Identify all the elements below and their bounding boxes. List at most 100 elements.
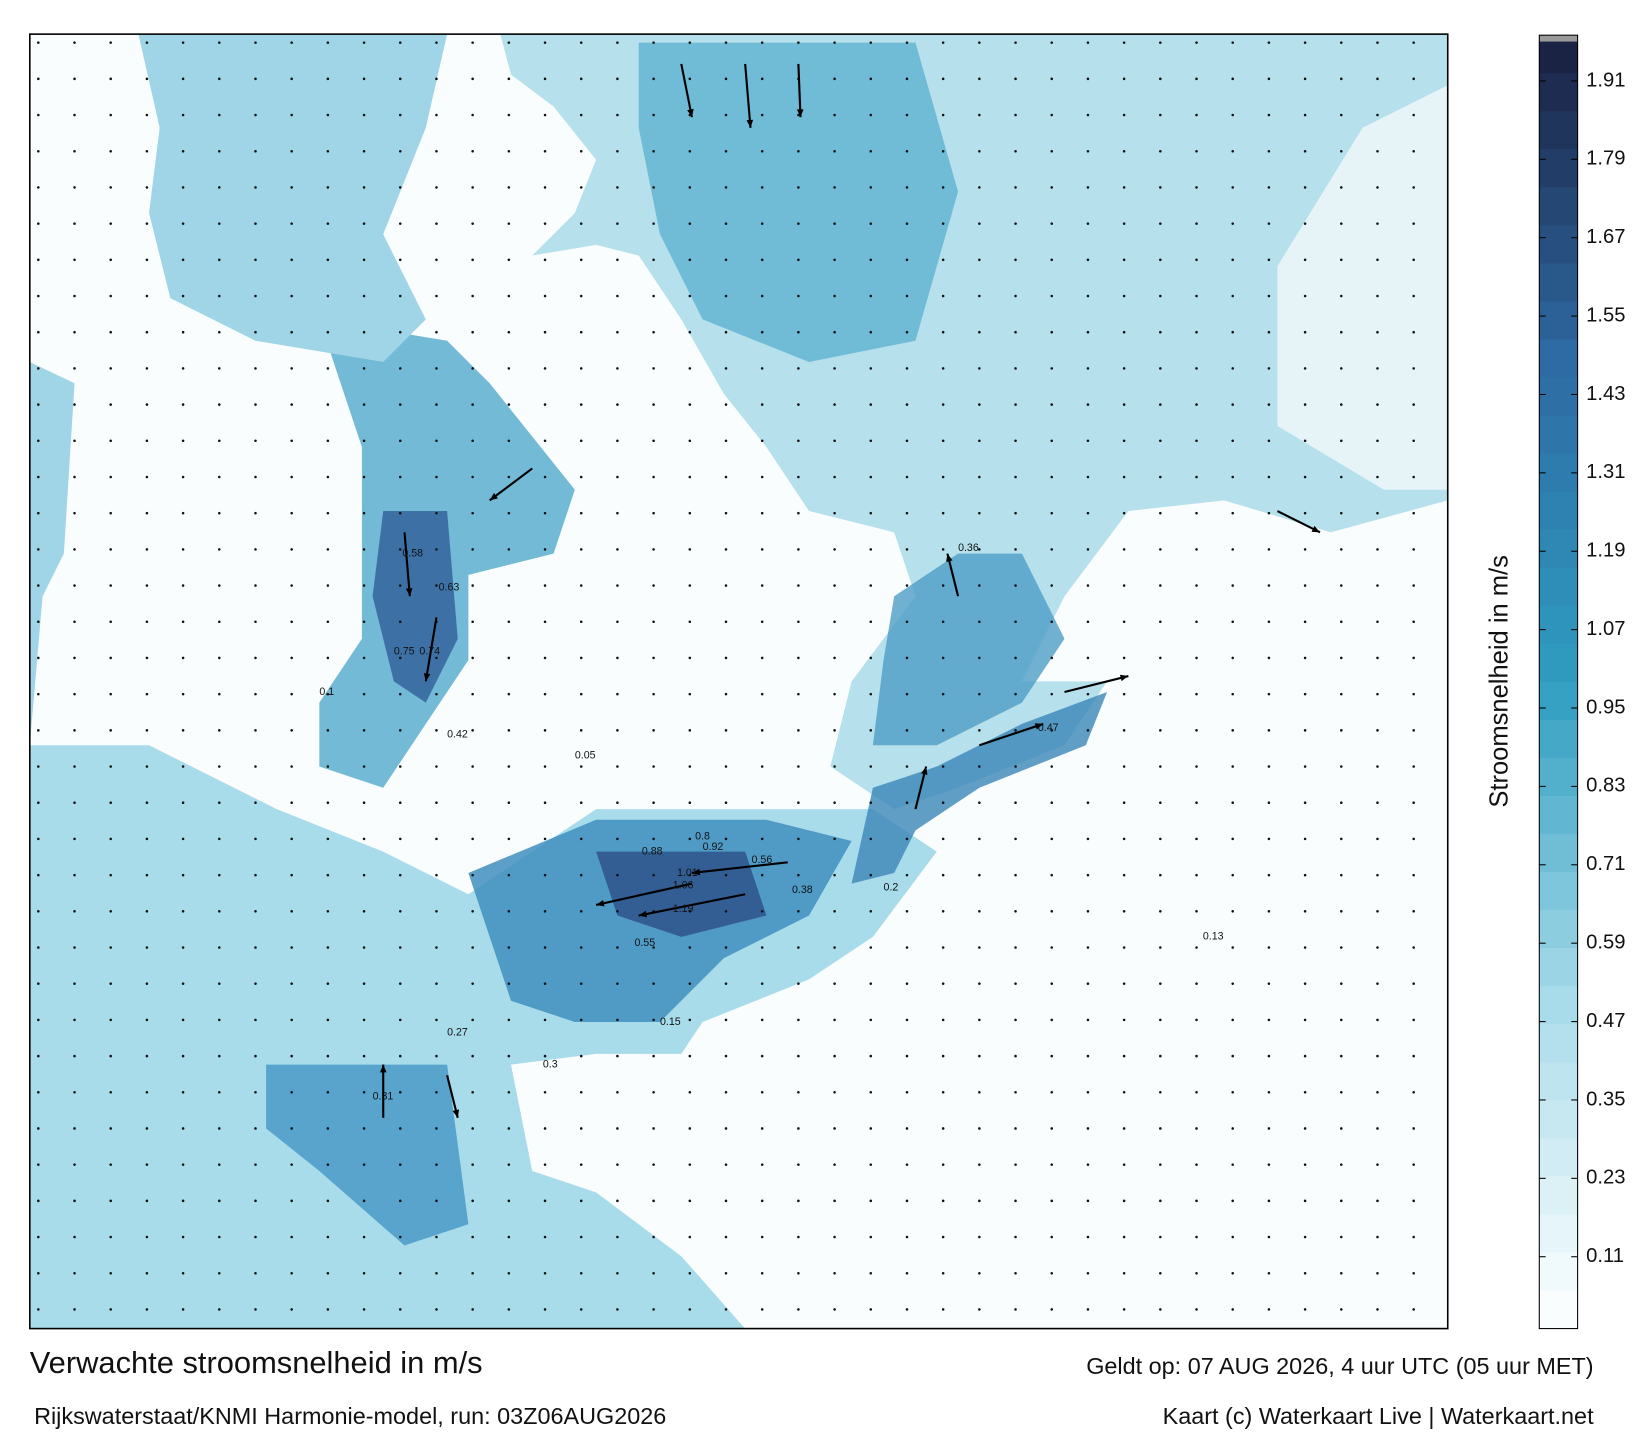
grid-dot — [1231, 475, 1234, 479]
grid-dot — [724, 765, 728, 768]
grid-dot — [1231, 873, 1234, 877]
grid-dot — [688, 620, 692, 624]
grid-dot — [724, 294, 728, 298]
grid-dot — [1195, 330, 1198, 334]
grid-dot — [362, 548, 366, 551]
grid-dot — [471, 258, 474, 262]
grid-dot — [218, 294, 221, 298]
grid-dot — [181, 1054, 185, 1058]
grid-dot — [760, 692, 764, 696]
grid-dot — [362, 729, 366, 732]
grid-dot — [1195, 439, 1198, 443]
grid-dot — [254, 367, 257, 370]
grid-dot — [616, 294, 619, 298]
colorbar-band — [1539, 986, 1578, 1025]
grid-dot — [978, 475, 981, 479]
grid-dot — [905, 149, 909, 153]
grid-dot — [1159, 113, 1162, 117]
grid-dot — [1050, 1271, 1054, 1275]
grid-dot — [1267, 982, 1271, 985]
grid-dot — [616, 837, 619, 841]
arrow-head — [687, 108, 694, 118]
grid-dot — [1014, 149, 1017, 153]
grid-dot — [579, 475, 583, 479]
grid-dot — [1195, 475, 1198, 479]
grid-dot — [616, 41, 619, 44]
grid-dot — [724, 692, 728, 696]
grid-dot — [1303, 548, 1307, 551]
grid-dot — [109, 910, 112, 913]
grid-dot — [1122, 729, 1126, 732]
colorbar-band — [1539, 73, 1578, 112]
grid-dot — [290, 1235, 293, 1239]
grid-dot — [1303, 1090, 1307, 1094]
arrow-head — [1119, 674, 1129, 682]
grid-dot — [760, 1054, 764, 1058]
grid-dot — [37, 403, 40, 406]
grid-dot — [978, 1308, 981, 1311]
grid-dot — [797, 1090, 800, 1094]
grid-dot — [218, 367, 221, 370]
grid-dot — [1122, 511, 1126, 515]
grid-dot — [616, 475, 619, 479]
grid-dot — [688, 186, 692, 189]
grid-dot — [797, 982, 800, 985]
grid-dot — [290, 1090, 293, 1094]
grid-dot — [398, 873, 402, 877]
grid-dot — [1267, 222, 1271, 225]
grid-dot — [326, 910, 330, 913]
grid-dot — [1267, 765, 1271, 768]
colorbar-band — [1539, 757, 1578, 797]
grid-dot — [507, 692, 511, 696]
grid-dot — [905, 765, 909, 768]
grid-dot — [1412, 222, 1415, 225]
grid-dot — [218, 982, 221, 985]
grid-dot — [833, 258, 836, 262]
grid-dot — [1086, 113, 1090, 117]
arrow-head — [452, 1109, 460, 1118]
grid-dot — [471, 1235, 474, 1239]
grid-dot — [833, 1163, 836, 1166]
grid-dot — [362, 222, 366, 225]
sea-area — [372, 511, 458, 703]
grid-dot — [905, 801, 909, 804]
grid-dot — [543, 873, 547, 877]
grid-dot — [724, 620, 728, 624]
grid-dot — [1159, 548, 1162, 551]
grid-dot — [37, 511, 40, 515]
grid-dot — [254, 222, 257, 225]
grid-dot — [1122, 1271, 1126, 1275]
grid-dot — [362, 1308, 366, 1311]
grid-dot — [579, 1199, 583, 1203]
grid-dot — [1412, 548, 1415, 551]
grid-dot — [543, 294, 547, 298]
grid-dot — [833, 801, 836, 804]
grid-dot — [471, 910, 474, 913]
grid-dot — [760, 41, 764, 44]
grid-dot — [652, 1271, 655, 1275]
grid-dot — [109, 222, 112, 225]
grid-dot — [145, 910, 149, 913]
grid-dot — [1303, 1163, 1307, 1166]
grid-dot — [73, 692, 76, 696]
grid-dot — [290, 149, 293, 153]
grid-dot — [471, 41, 474, 44]
grid-dot — [362, 439, 366, 443]
grid-dot — [181, 656, 185, 660]
grid-dot — [507, 1054, 511, 1058]
colorbar-band — [1539, 1062, 1578, 1101]
grid-dot — [218, 330, 221, 334]
grid-dot — [1231, 982, 1234, 985]
grid-dot — [362, 873, 366, 877]
grid-dot — [1231, 113, 1234, 117]
colorbar-band — [1539, 567, 1578, 607]
grid-dot — [905, 910, 909, 913]
grid-dot — [1412, 330, 1415, 334]
grid-dot — [616, 584, 619, 587]
grid-dot — [1086, 475, 1090, 479]
grid-dot — [978, 910, 981, 913]
grid-dot — [290, 41, 293, 44]
grid-dot — [435, 1199, 438, 1203]
current-label: 0.92 — [703, 841, 724, 853]
grid-dot — [218, 77, 221, 81]
